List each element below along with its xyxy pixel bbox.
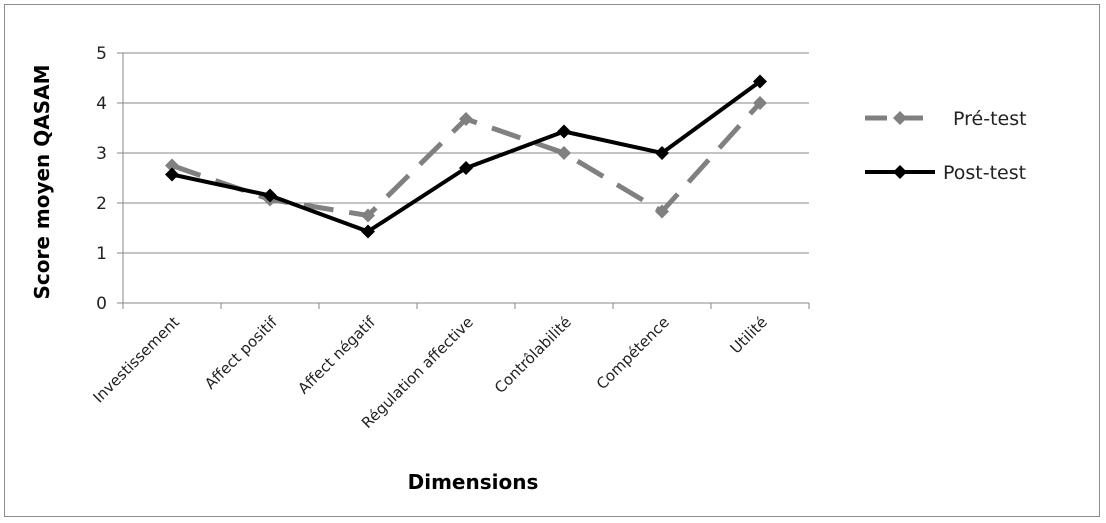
data-point [753,74,767,89]
data-point [655,146,669,160]
data-point [753,96,767,110]
series-1 [165,96,767,223]
x-axis-title: Dimensions [408,470,539,494]
legend-label: Post-test [943,162,1026,184]
data-point [557,146,571,160]
y-tick-labels: 0 1 2 3 4 5 [96,44,107,314]
y-tick-label: 0 [96,294,107,314]
y-tick-label: 4 [96,94,107,114]
series [165,74,767,239]
x-tick-label: Régulation affective [358,313,477,432]
y-tick-label: 5 [96,44,107,64]
legend-entry: Pré-test [865,108,1027,130]
chart-frame: 0 1 2 3 4 5 Investissement Affect positif Affec… [4,4,1100,517]
grid-lines [123,52,809,254]
y-tick-label: 2 [96,194,107,214]
y-tick-label: 3 [96,144,107,164]
data-point [459,161,473,175]
data-point [263,188,277,203]
series-2 [165,74,767,239]
x-tick-label: Affect négatif [294,313,379,398]
legend-marker [893,111,907,125]
x-tick-label: Compétence [593,313,673,393]
x-tick-label: Contrôlabilité [491,313,575,397]
series-line [171,79,762,234]
x-tick-label: Utilité [727,313,771,357]
data-point [459,112,473,126]
data-point [361,224,375,239]
data-point [165,167,179,182]
x-tick-labels: Investissement Affect positif Affect négat… [89,313,770,432]
legend-label: Pré-test [953,108,1027,130]
data-point [557,124,571,139]
legend-marker [893,165,907,179]
x-tick-label: Affect positif [201,313,281,393]
data-point [165,158,179,173]
axes [117,52,810,309]
legend: Pré-test Post-test [865,108,1027,184]
legend-entry: Post-test [865,162,1026,184]
x-tick-label: Investissement [89,313,182,406]
y-axis-title: Score moyen QASAM [30,64,54,299]
y-tick-label: 1 [96,244,107,264]
data-point [655,204,669,219]
data-point [361,208,375,223]
line-chart: 0 1 2 3 4 5 Investissement Affect positif Affec… [30,44,1027,494]
